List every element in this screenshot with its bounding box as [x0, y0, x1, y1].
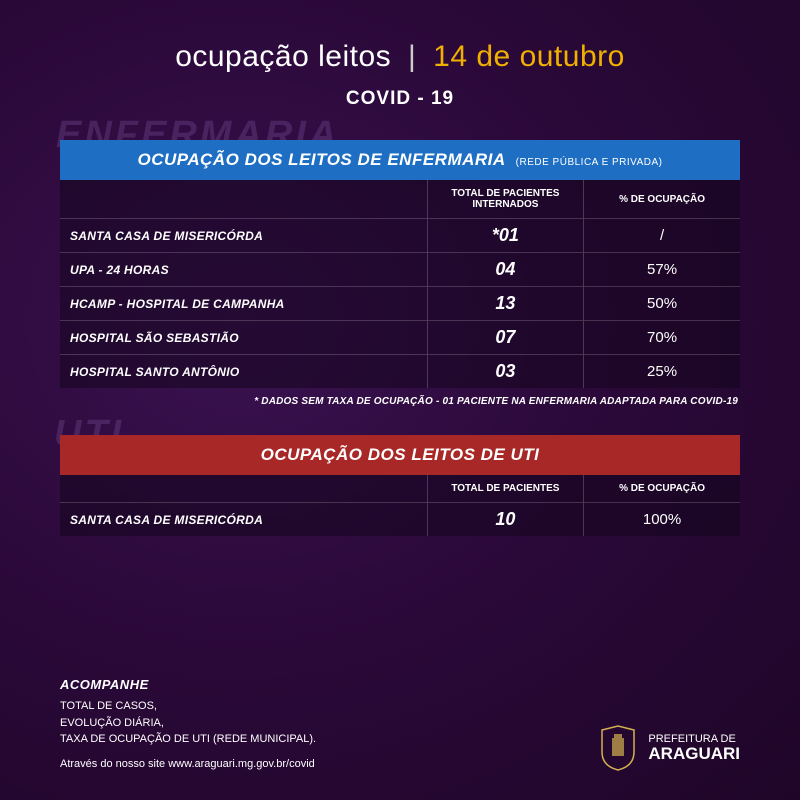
prefeitura-text: PREFEITURA DE ARAGUARI: [648, 733, 740, 764]
uti-col-occupancy: % DE OCUPAÇÃO: [584, 475, 740, 503]
enfermaria-section: ENFERMARIA OCUPAÇÃO DOS LEITOS DE ENFERM…: [60, 140, 740, 388]
enfermaria-row-patients: 03: [427, 355, 583, 389]
footer-line: TAXA DE OCUPAÇÃO DE UTI (REDE MUNICIPAL)…: [60, 731, 316, 748]
uti-header: OCUPAÇÃO DOS LEITOS DE UTI: [60, 435, 740, 475]
footer-right: PREFEITURA DE ARAGUARI: [598, 724, 740, 772]
enfermaria-header: OCUPAÇÃO DOS LEITOS DE ENFERMARIA (REDE …: [60, 140, 740, 180]
title-main: ocupação leitos: [175, 40, 391, 73]
uti-row-name: SANTA CASA DE MISERICÓRDA: [60, 503, 427, 537]
enfermaria-title: OCUPAÇÃO DOS LEITOS DE ENFERMARIA: [137, 150, 505, 170]
uti-table: TOTAL DE PACIENTES % DE OCUPAÇÃO SANTA C…: [60, 475, 740, 536]
enfermaria-row-name: HOSPITAL SÃO SEBASTIÃO: [60, 321, 427, 355]
enfermaria-col-occupancy: % DE OCUPAÇÃO: [584, 180, 740, 219]
footer-head: ACOMPANHE: [60, 675, 316, 695]
footer-site-prefix: Através do nosso site: [60, 758, 168, 770]
page-footer: ACOMPANHE TOTAL DE CASOS,EVOLUÇÃO DIÁRIA…: [60, 675, 740, 773]
uti-col-empty: [60, 475, 427, 503]
city-crest-icon: [598, 724, 638, 772]
enfermaria-row-patients: 13: [427, 287, 583, 321]
enfermaria-row-patients: *01: [427, 219, 583, 253]
page-header: ocupação leitos | 14 de outubro COVID - …: [60, 40, 740, 110]
enfermaria-row-occupancy: 57%: [584, 253, 740, 287]
enfermaria-row-occupancy: 70%: [584, 321, 740, 355]
prefeitura-line2: ARAGUARI: [648, 745, 740, 764]
enfermaria-col-patients: TOTAL DE PACIENTES INTERNADOS: [427, 180, 583, 219]
enfermaria-row-name: UPA - 24 HORAS: [60, 253, 427, 287]
enfermaria-row-name: HOSPITAL SANTO ANTÔNIO: [60, 355, 427, 389]
enfermaria-title-note: (REDE PÚBLICA E PRIVADA): [516, 157, 663, 168]
page-subtitle: COVID - 19: [60, 88, 740, 110]
page-title-line: ocupação leitos | 14 de outubro: [60, 40, 740, 74]
footer-left: ACOMPANHE TOTAL DE CASOS,EVOLUÇÃO DIÁRIA…: [60, 675, 316, 773]
enfermaria-row-name: SANTA CASA DE MISERICÓRDA: [60, 219, 427, 253]
uti-col-patients: TOTAL DE PACIENTES: [427, 475, 583, 503]
footer-site-line: Através do nosso site www.araguari.mg.go…: [60, 756, 316, 773]
enfermaria-row-patients: 07: [427, 321, 583, 355]
enfermaria-row-name: HCAMP - HOSPITAL DE CAMPANHA: [60, 287, 427, 321]
table-row: HCAMP - HOSPITAL DE CAMPANHA1350%: [60, 287, 740, 321]
uti-row-occupancy: 100%: [584, 503, 740, 537]
prefeitura-line1: PREFEITURA DE: [648, 733, 740, 745]
enfermaria-col-empty: [60, 180, 427, 219]
enfermaria-row-occupancy: 25%: [584, 355, 740, 389]
enfermaria-row-occupancy: 50%: [584, 287, 740, 321]
table-row: HOSPITAL SÃO SEBASTIÃO0770%: [60, 321, 740, 355]
title-separator: |: [408, 40, 416, 73]
table-row: HOSPITAL SANTO ANTÔNIO0325%: [60, 355, 740, 389]
enfermaria-row-occupancy: /: [584, 219, 740, 253]
table-row: SANTA CASA DE MISERICÓRDA10100%: [60, 503, 740, 537]
uti-row-patients: 10: [427, 503, 583, 537]
footer-line: TOTAL DE CASOS,: [60, 698, 316, 715]
table-row: UPA - 24 HORAS0457%: [60, 253, 740, 287]
footer-line: EVOLUÇÃO DIÁRIA,: [60, 715, 316, 732]
footer-site-url: www.araguari.mg.gov.br/covid: [168, 758, 315, 770]
enfermaria-table: TOTAL DE PACIENTES INTERNADOS % DE OCUPA…: [60, 180, 740, 388]
table-row: SANTA CASA DE MISERICÓRDA*01/: [60, 219, 740, 253]
uti-section: UTI OCUPAÇÃO DOS LEITOS DE UTI TOTAL DE …: [60, 435, 740, 536]
enfermaria-footnote: * DADOS SEM TAXA DE OCUPAÇÃO - 01 PACIEN…: [60, 396, 738, 407]
uti-title: OCUPAÇÃO DOS LEITOS DE UTI: [261, 445, 540, 465]
title-date: 14 de outubro: [433, 40, 625, 73]
enfermaria-row-patients: 04: [427, 253, 583, 287]
